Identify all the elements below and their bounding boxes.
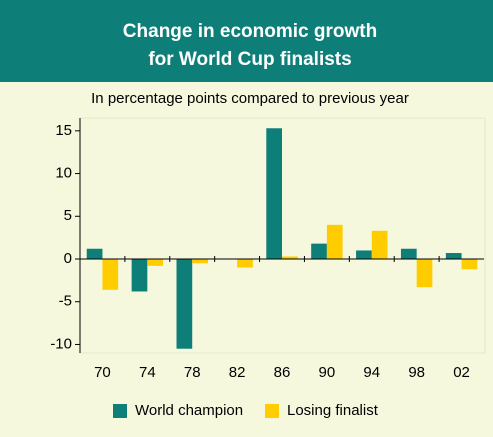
bar [282,256,298,259]
bar [131,259,148,292]
bar [176,259,193,349]
bar [416,259,433,288]
y-tick-label: 0 [64,250,72,267]
x-tick-label: 82 [229,364,246,381]
chart-title: for World Cup finalists [148,49,351,70]
x-tick-label: 74 [139,364,156,381]
bar [371,230,388,259]
legend-label: Losing finalist [287,402,379,419]
bar [147,259,164,266]
chart-title: Change in economic growth [123,21,377,42]
x-tick-label: 78 [184,364,201,381]
bar [86,248,103,259]
y-tick-label: -5 [59,293,72,310]
y-tick-label: 15 [55,122,72,139]
bar [461,259,478,270]
x-tick-label: 70 [94,364,111,381]
chart-subtitle: In percentage points compared to previou… [91,90,409,107]
bar [400,248,417,259]
bar [102,259,119,290]
bar [192,259,208,264]
y-tick-label: -10 [50,335,72,352]
bar [311,243,327,259]
legend-swatch [265,404,279,418]
x-tick-label: 94 [363,364,380,381]
bar [237,259,253,268]
header [0,0,493,82]
y-tick-label: 5 [64,207,72,224]
bar [356,250,372,259]
y-tick-label: 10 [55,165,72,182]
bar [266,128,282,259]
bar [326,224,343,259]
bar [445,253,462,259]
x-tick-label: 90 [319,364,336,381]
x-tick-label: 98 [408,364,425,381]
x-tick-label: 86 [274,364,291,381]
legend-label: World champion [135,402,243,419]
x-tick-label: 02 [453,364,470,381]
legend-swatch [113,404,127,418]
